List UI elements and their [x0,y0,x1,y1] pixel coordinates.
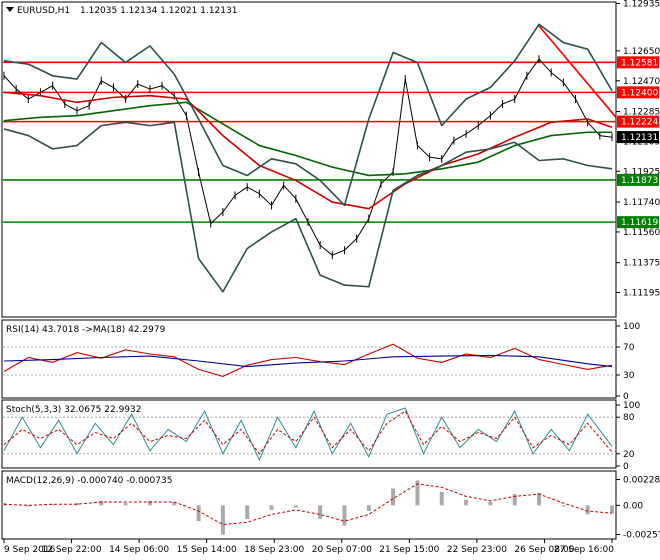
y-tick-label: 1.11925 [623,167,660,177]
rsi-line [3,343,613,377]
y-tick-label: 20 [623,450,635,460]
resistance-price-label: 1.12224 [621,118,658,128]
stoch-main-line [3,407,613,462]
macd-bar [26,505,31,507]
resistance-price-tag [617,56,659,69]
price-plot: 1.129351.126501.124701.122851.121051.119… [3,0,660,299]
y-tick-label: 0.002288 [623,476,660,486]
y-tick-label: 1.12285 [623,107,660,117]
price-panel-frame [1,1,617,318]
support-price-label: 1.11873 [621,176,658,186]
ema-mid-series [3,91,613,210]
macd-bar [391,488,396,506]
symbol-label: EURUSD,H1 [17,6,70,16]
x-tick-label: 22 Sep 23:00 [447,545,507,555]
y-tick-label: 30 [623,371,635,381]
y-tick-label: 1.12935 [623,0,660,10]
resistance-price-tag [617,115,659,128]
macd-title: MACD(12,26,9) -0.000740 -0.000735 [6,476,172,486]
x-tick-label: 21 Sep 15:00 [379,545,439,555]
macd-bar [512,494,517,506]
macd-bar [147,500,152,506]
macd-bar [50,504,55,506]
y-tick-label: 0 [623,392,629,402]
macd-bar [269,505,274,510]
stoch-signal-line [3,410,613,455]
x-tick-label: 18 Sep 23:00 [244,545,304,555]
current-price-label: 1.12131 [621,133,658,143]
y-tick-label: 1.12470 [623,77,660,87]
stoch-panel-frame [1,399,617,469]
bb-lower-series [3,121,613,293]
support-price-tag [617,216,659,229]
support-price-label: 1.11619 [621,218,658,228]
macd-bar [561,505,566,507]
y-tick-label: 1.11740 [623,198,660,208]
macd-bar [99,500,104,506]
rsi-title: RSI(14) 43.7018 ->MA(18) 42.2979 [6,325,166,335]
macd-bar [585,505,590,515]
y-tick-label: 80 [623,413,635,423]
y-tick-label: 0.00 [623,501,643,511]
macd-signal-line [3,483,613,526]
ohlc-label: 1.12035 1.12134 1.12021 1.12131 [80,6,237,16]
y-tick-label: 1.11195 [623,289,660,299]
macd-bar [196,505,201,522]
macd-bar [439,491,444,506]
stoch-plot: 100 80 20 0 [3,401,640,472]
chevron-down-icon[interactable] [6,7,14,12]
x-tick-label: 9 Sep 2016 [4,545,56,555]
resistance-price-tag [617,86,659,99]
rsi-ma-line [3,354,613,368]
x-tick-label: 27 Sep 16:00 [554,545,614,555]
x-tick-label: 14 Sep 06:00 [109,545,169,555]
macd-bar [318,505,323,519]
bb-upper-series [3,23,613,207]
current-price-tag [617,131,659,144]
resistance-price-label: 1.12400 [621,88,658,98]
macd-bar [2,503,6,506]
rsi-plot: 100 70 30 0 [3,322,640,402]
macd-plot: 0.002288 0.00 -0.002579 [2,476,660,541]
y-tick-label: 100 [623,401,640,411]
resistance-price-label: 1.12581 [621,58,658,68]
y-tick-label: 1.11375 [623,259,660,269]
x-tick-label: 15 Sep 14:00 [177,545,237,555]
y-tick-label: 1.11560 [623,228,660,238]
y-tick-label: 70 [623,343,635,353]
macd-bar [537,492,542,506]
macd-bar [293,505,298,508]
macd-bar [366,505,371,512]
y-tick-label: 100 [623,322,640,332]
x-tick-label: 26 Sep 08:00 [514,545,574,555]
x-tick-label: 20 Sep 07:00 [312,545,372,555]
macd-bar [123,503,128,506]
trendline [538,25,617,118]
macd-bar [245,505,250,519]
x-tick-label: 12 Sep 22:00 [42,545,102,555]
macd-bar [488,501,493,506]
macd-bar [610,505,614,514]
macd-bar [415,480,420,506]
ema-long-series [3,101,612,177]
rsi-panel-frame [1,319,617,399]
macd-bar [220,505,225,535]
support-price-tag [617,173,659,186]
macd-bar [464,499,469,506]
stoch-title: Stoch(5,3,3) 32.0675 22.9932 [6,405,141,415]
y-tick-label: -0.002579 [623,531,660,541]
y-tick-label: 1.12650 [623,47,660,57]
macd-bar [172,501,177,506]
y-tick-label: 0 [623,462,629,472]
macd-bar [74,503,79,506]
macd-bar [342,505,347,526]
